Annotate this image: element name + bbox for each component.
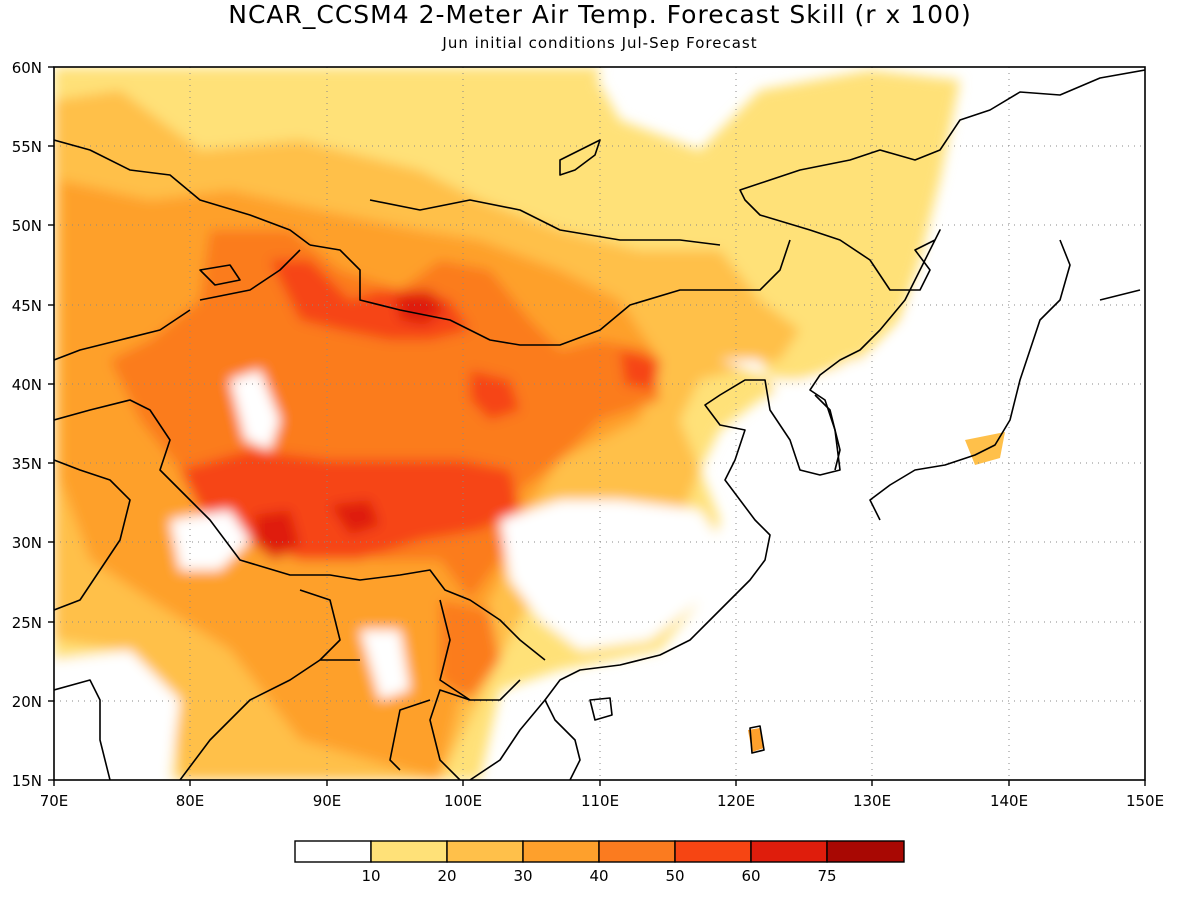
x-tick-label: 90E: [313, 792, 342, 810]
y-tick-label: 45N: [12, 297, 42, 315]
color-bar-legend: 10 20 30 40 50 60 75: [294, 840, 905, 885]
y-tick-label: 40N: [12, 376, 42, 394]
gridlines: [54, 67, 1145, 780]
y-tick-label: 55N: [12, 138, 42, 156]
legend-label: 75: [817, 867, 836, 885]
legend-label: 40: [589, 867, 608, 885]
legend-swatch: [674, 840, 752, 863]
y-tick-label: 60N: [12, 59, 42, 77]
x-tick-label: 80E: [176, 792, 205, 810]
legend-label: 60: [741, 867, 760, 885]
legend-swatch: [826, 840, 905, 863]
legend-swatch: [522, 840, 600, 863]
legend-swatch: [370, 840, 448, 863]
y-axis-labels: 15N 20N 25N 30N 35N 40N 45N 50N 55N 60N: [12, 59, 42, 790]
x-tick-label: 100E: [444, 792, 482, 810]
x-tick-label: 120E: [717, 792, 755, 810]
y-tick-label: 50N: [12, 217, 42, 235]
x-axis-labels: 70E 80E 90E 100E 110E 120E 130E 140E 150…: [40, 792, 1164, 810]
y-tick-label: 20N: [12, 693, 42, 711]
legend-label: 20: [437, 867, 456, 885]
legend-swatch: [598, 840, 676, 863]
y-tick-label: 30N: [12, 534, 42, 552]
x-tick-label: 130E: [853, 792, 891, 810]
y-tick-label: 25N: [12, 614, 42, 632]
legend-swatch: [446, 840, 524, 863]
axis-ticks: [48, 66, 1146, 786]
y-tick-label: 35N: [12, 455, 42, 473]
skill-field: [54, 67, 1145, 780]
y-tick-label: 15N: [12, 772, 42, 790]
map-subtitle: Jun initial conditions Jul-Sep Forecast: [442, 34, 758, 52]
legend-label: 50: [665, 867, 684, 885]
legend-swatch: [750, 840, 828, 863]
x-tick-label: 140E: [990, 792, 1028, 810]
x-tick-label: 70E: [40, 792, 69, 810]
map-title: NCAR_CCSM4 2-Meter Air Temp. Forecast Sk…: [228, 0, 972, 29]
coastlines-borders: [54, 69, 1145, 780]
x-tick-label: 110E: [581, 792, 619, 810]
x-tick-label: 150E: [1126, 792, 1164, 810]
legend-label: 30: [513, 867, 532, 885]
legend-label: 10: [361, 867, 380, 885]
legend-swatch: [294, 840, 372, 863]
